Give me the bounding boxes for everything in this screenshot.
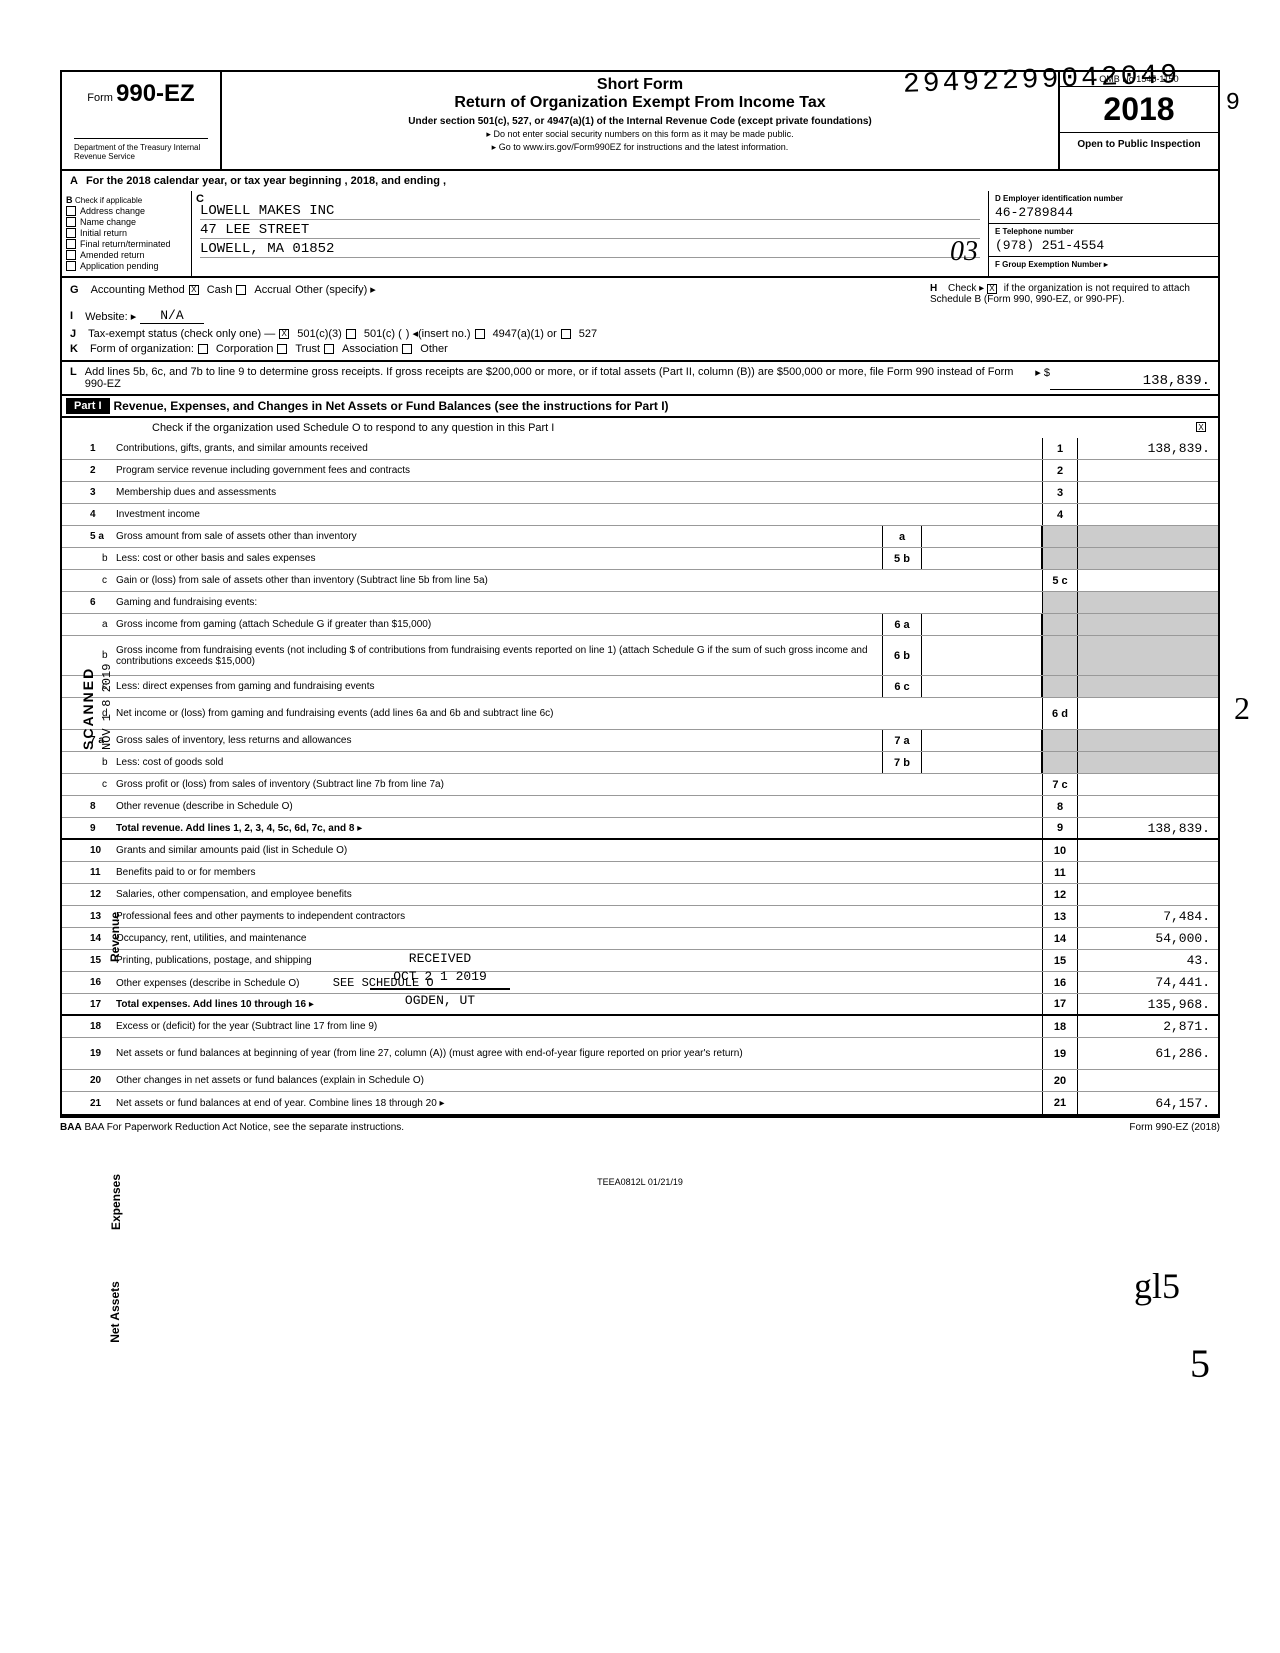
gross-receipts-amount: 138,839. [1050, 373, 1210, 390]
checkbox-initial-return[interactable] [66, 228, 76, 238]
handwritten-margin-2: 2 [1234, 690, 1250, 727]
baa-footer: BAA BAA For Paperwork Reduction Act Noti… [60, 1116, 1220, 1137]
checkbox-501c[interactable] [346, 329, 356, 339]
see-schedule-o: SEE SCHEDULE O [333, 976, 434, 990]
section-label-revenue: Revenue [108, 912, 122, 962]
scanned-stamp: SCANNED [80, 667, 96, 750]
subtitle-section: Under section 501(c), 527, or 4947(a)(1)… [230, 116, 1050, 127]
checkbox-name-change[interactable] [66, 217, 76, 227]
checkbox-other-org[interactable] [402, 344, 412, 354]
handwritten-03: 03 [950, 236, 978, 268]
footer-code: TEEA0812L 01/21/19 [60, 1177, 1220, 1187]
checkbox-address-change[interactable] [66, 206, 76, 216]
phone-value: (978) 251-4554 [995, 238, 1212, 253]
subtitle-ssn: ▸ Do not enter social security numbers o… [230, 129, 1050, 140]
checkbox-pending[interactable] [66, 261, 76, 271]
form-prefix: Form [87, 92, 113, 104]
col-d-ein-phone: D Employer identification number 46-2789… [988, 191, 1218, 276]
checkbox-trust[interactable] [277, 344, 287, 354]
line-18-amount: 2,871. [1078, 1016, 1218, 1037]
org-street: 47 LEE STREET [200, 222, 980, 239]
check-schedule-o-row: Check if the organization used Schedule … [60, 418, 1220, 438]
section-label-netassets: Net Assets [108, 1281, 122, 1343]
checkbox-schedule-o[interactable]: X [1196, 422, 1206, 432]
dept-treasury: Department of the Treasury Internal Reve… [74, 138, 208, 161]
org-city: LOWELL, MA 01852 [200, 241, 980, 258]
section-label-expenses: Expenses [109, 1174, 123, 1230]
checkbox-cash[interactable]: X [189, 285, 199, 295]
form-number-box: Form 990-EZ Department of the Treasury I… [62, 72, 222, 169]
open-public: Open to Public Inspection [1060, 133, 1218, 156]
line-14-amount: 54,000. [1078, 928, 1218, 949]
checkbox-accrual[interactable] [236, 285, 246, 295]
line-15-amount: 43. [1078, 950, 1218, 971]
block-bcd: B Check if applicable Address change Nam… [60, 191, 1220, 278]
margin-note-9: 9 [1226, 90, 1240, 117]
checkbox-corporation[interactable] [198, 344, 208, 354]
col-b-checkboxes: B Check if applicable Address change Nam… [62, 191, 192, 276]
subtitle-url: ▸ Go to www.irs.gov/Form990EZ for instru… [230, 142, 1050, 153]
row-l-gross-receipts: L Add lines 5b, 6c, and 7b to line 9 to … [60, 362, 1220, 396]
form-number: 990-EZ [116, 80, 195, 107]
checkbox-4947[interactable] [475, 329, 485, 339]
line-9-amount: 138,839. [1078, 818, 1218, 838]
checkbox-527[interactable] [561, 329, 571, 339]
handwritten-gl5: gl5 [1134, 1265, 1180, 1307]
part-i-table: 1Contributions, gifts, grants, and simil… [60, 438, 1220, 1116]
line-13-amount: 7,484. [1078, 906, 1218, 927]
line-16-amount: 74,441. [1078, 972, 1218, 993]
scanned-date: NOV 1 8 2019 [100, 664, 114, 750]
checkbox-501c3[interactable]: X [279, 329, 289, 339]
row-a-tax-year: AFor the 2018 calendar year, or tax year… [60, 171, 1220, 191]
col-c-org-info: C LOWELL MAKES INC 47 LEE STREET LOWELL,… [192, 191, 988, 276]
handwritten-5: 5 [1190, 1340, 1210, 1387]
line-19-amount: 61,286. [1078, 1038, 1218, 1069]
line-1-amount: 138,839. [1078, 438, 1218, 459]
checkbox-amended[interactable] [66, 250, 76, 260]
part-i-header: Part I Revenue, Expenses, and Changes in… [60, 396, 1220, 418]
rows-g-k: G Accounting Method XCash Accrual Other … [60, 278, 1220, 362]
line-21-amount: 64,157. [1078, 1092, 1218, 1114]
checkbox-association[interactable] [324, 344, 334, 354]
line-17-amount: 135,968. [1078, 994, 1218, 1014]
org-name: LOWELL MAKES INC [200, 203, 980, 220]
website-value: N/A [140, 308, 203, 324]
checkbox-schedule-b[interactable]: X [987, 284, 997, 294]
checkbox-final-return[interactable] [66, 239, 76, 249]
ein-value: 46-2789844 [995, 205, 1212, 220]
